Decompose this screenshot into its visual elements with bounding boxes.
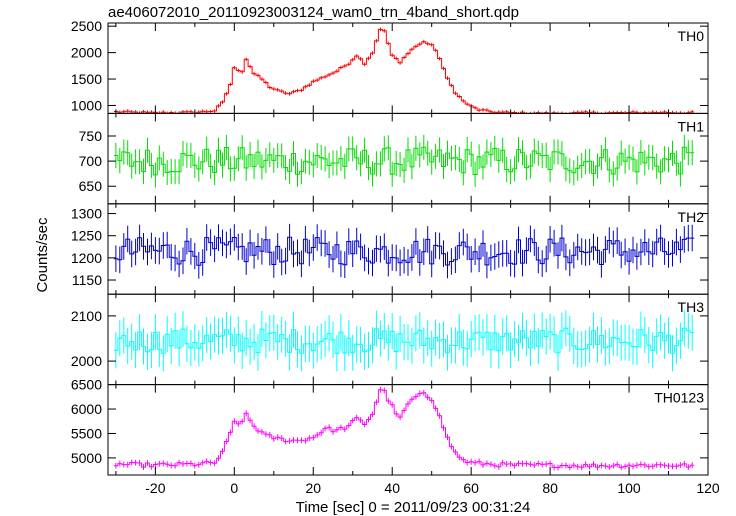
panel-th3: 2000 2100 TH3 <box>71 293 709 386</box>
y-tick-label: 2000 <box>71 353 102 369</box>
error-bars-th2 <box>115 223 693 279</box>
y-axis-label: Counts/sec <box>34 217 51 293</box>
y-tick-label: 1300 <box>71 206 102 222</box>
panel-label: TH0 <box>678 28 705 44</box>
y-tick-label: 6000 <box>71 401 102 417</box>
y-tick-label: 750 <box>79 128 103 144</box>
y-tick-label: 1150 <box>72 272 102 288</box>
light-curve-th1 <box>113 146 695 176</box>
y-tick-label: 1000 <box>71 97 102 113</box>
y-tick-label: 5000 <box>71 450 102 466</box>
x-tick-label: 40 <box>384 480 400 496</box>
x-tick-label: 80 <box>542 480 558 496</box>
light-curve-th2 <box>113 236 695 266</box>
x-tick-label: 0 <box>230 480 238 496</box>
series-th1 <box>113 134 695 188</box>
y-tick-label: 1200 <box>71 250 102 266</box>
panel-label: TH0123 <box>654 390 704 406</box>
x-tick-label: -20 <box>145 480 165 496</box>
series-th3 <box>113 310 695 372</box>
series-th0 <box>113 27 695 114</box>
panel-frame <box>107 22 709 114</box>
x-tick-label: 100 <box>617 480 641 496</box>
error-bars-th1 <box>115 134 693 188</box>
y-tick-label: 700 <box>79 153 103 169</box>
panel-label: TH3 <box>678 299 705 315</box>
panel-label: TH2 <box>678 209 705 225</box>
panel-th2: 1150 1200 1250 1300 TH2 <box>71 203 709 295</box>
y-tick-label: 2000 <box>71 45 102 61</box>
panel-th0123: 5000 5500 6000 6500 TH0123 <box>71 377 709 476</box>
y-tick-label: 6500 <box>71 377 102 393</box>
x-tick-label: 120 <box>696 480 720 496</box>
panel-frame <box>107 384 709 476</box>
x-tick-label: 60 <box>463 480 479 496</box>
y-tick-label: 2100 <box>71 308 102 324</box>
light-curve-th0123 <box>113 389 695 468</box>
series-th0123 <box>113 386 695 471</box>
error-bars-th0123 <box>115 386 693 471</box>
series-th2 <box>113 223 695 279</box>
error-bars-th0 <box>115 27 693 114</box>
error-bars-th3 <box>115 310 693 372</box>
light-curve-th3 <box>113 327 695 354</box>
panel-label: TH1 <box>678 118 705 134</box>
panels-group: 1000150020002500TH0650700750TH1115012001… <box>71 18 720 496</box>
y-tick-label: 5500 <box>71 425 102 441</box>
panel-frame <box>107 203 709 295</box>
y-tick-label: 1500 <box>71 71 102 87</box>
y-tick-label: 650 <box>79 178 103 194</box>
panel-th0: 1000 1500 2000 2500 TH0 <box>71 18 709 114</box>
chart-title: ae406072010_20110923003124_wam0_trn_4ban… <box>108 4 519 21</box>
light-curve-th0 <box>113 28 695 114</box>
x-axis-label: Time [sec] 0 = 2011/09/23 00:31:24 <box>296 499 531 516</box>
x-tick-label: 20 <box>305 480 321 496</box>
y-tick-label: 2500 <box>71 18 102 34</box>
panel-th1: 650 700 750 TH1 <box>79 112 709 205</box>
y-tick-label: 1250 <box>71 228 102 244</box>
